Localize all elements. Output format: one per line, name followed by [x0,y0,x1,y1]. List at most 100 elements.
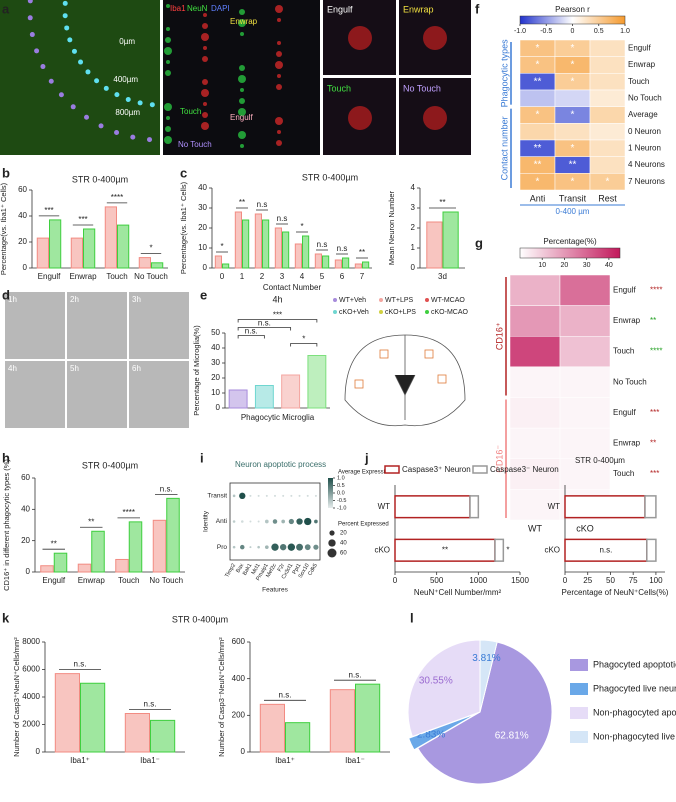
y-tick-label: 6000 [22,665,40,674]
dot [264,519,269,524]
pie-slice [407,639,481,738]
dot-decor [103,85,109,91]
y-axis-label: CD16⁺ in different phagocytic types (%) [2,459,11,591]
cell-decor [164,103,172,111]
sig-label: ** [442,545,448,554]
heatmap-cell [559,274,611,306]
chart-title: STR 0-400µm [575,456,625,465]
y-tick-label: 8000 [22,637,40,646]
colorbar-tick-label: 30 [583,262,591,269]
dot [232,494,236,498]
dot [257,494,260,497]
heatmap-cell [589,173,626,191]
dot [264,545,269,550]
y-tick-label: 20 [18,237,27,246]
panel-letter: j [364,450,369,465]
dot-decor [67,37,73,43]
legend-marker [384,465,400,474]
heatmap-cell [559,336,611,368]
dot [240,544,245,550]
cell-decor [166,60,170,64]
cell-decor [275,117,283,125]
heatmap-cell [589,56,626,74]
x-tick-label: F2r [277,563,286,573]
dot [271,543,279,551]
legend-label: WT-MCAO [431,297,465,304]
bar [80,682,106,753]
stain-label: DAPI [211,4,230,13]
colorbar-tick-label: -0.5 [540,28,552,35]
dot [288,518,294,525]
x-tick-label: 4 [300,272,305,281]
x-tick-label: Touch [106,272,127,281]
y-tick-label: 40 [21,504,30,513]
colorbar-tick-label: 40 [605,262,613,269]
heatmap-cell [559,427,611,459]
bar [53,552,68,573]
dot-decor [62,13,68,19]
sig-label: n.s [337,244,348,253]
x-tick-label: Bax [235,563,245,574]
dot [249,494,252,497]
heatmap-cell [519,123,556,141]
dot [239,492,246,500]
cell-decor [203,102,207,106]
bar [115,558,129,573]
sig-label: * [302,335,305,344]
dot [296,543,303,551]
colorbar [328,478,333,508]
colorbar-title: Percentage(%) [543,237,597,246]
cell-decor [165,126,171,132]
x-tick-label: Iba1⁻ [345,756,365,765]
dot [306,494,309,497]
heatmap-cell [509,274,561,306]
row-label: 1 Neuron [628,143,661,152]
x-tick-label: 1 [240,272,245,281]
arrow-label: Touch [180,107,201,116]
dot [296,518,303,525]
cell-label: * [536,110,540,121]
dot-decor [130,134,136,140]
cell-label: * [571,110,575,121]
pie-label: 62.81% [495,730,529,741]
dot-decor [58,92,64,98]
x-tick-label: Iba1⁺ [70,756,90,765]
legend-marker [333,298,337,302]
time-label: 3h [132,295,141,304]
x-tick-label: 50 [606,576,615,585]
bar [117,224,130,269]
group-label: Phagocytic types [499,39,509,108]
inset-label: Engulf [327,4,353,14]
row-label: No Touch [613,377,647,386]
x-tick-label: 1000 [469,576,487,585]
x-tick-label: 3d [438,272,447,281]
y-tick-label: 400 [232,674,246,683]
panel-letter: a [2,1,10,16]
time-label: 4h [8,364,17,373]
bar [355,683,381,753]
legend-label: cKO+LPS [385,309,416,316]
dot [240,520,244,523]
heatmap-cell [509,427,561,459]
heatmap-cell [519,89,556,107]
x-axis-label: Features [262,587,288,594]
x-axis-label: Percentage of NeuN⁺Cells(%) [562,588,669,597]
x-tick-label: 3 [280,272,285,281]
heatmap-cell [589,139,626,157]
dot-decor [114,130,120,136]
cell-label: * [536,60,540,71]
dot [279,543,287,551]
bar [70,237,84,269]
sig-label: ** [359,248,365,257]
cell-decor [239,98,245,104]
bar [354,263,362,269]
cell-label: * [606,176,610,187]
y-tick-label: 10 [198,243,207,252]
colorbar-title: Pearson r [555,5,590,14]
cell-decor [202,112,208,118]
bar [285,722,311,753]
arrow-label: Engulf [230,113,253,122]
chart-title: 4h [272,294,282,304]
legend-marker [333,310,337,314]
size-legend-dot [328,539,336,547]
